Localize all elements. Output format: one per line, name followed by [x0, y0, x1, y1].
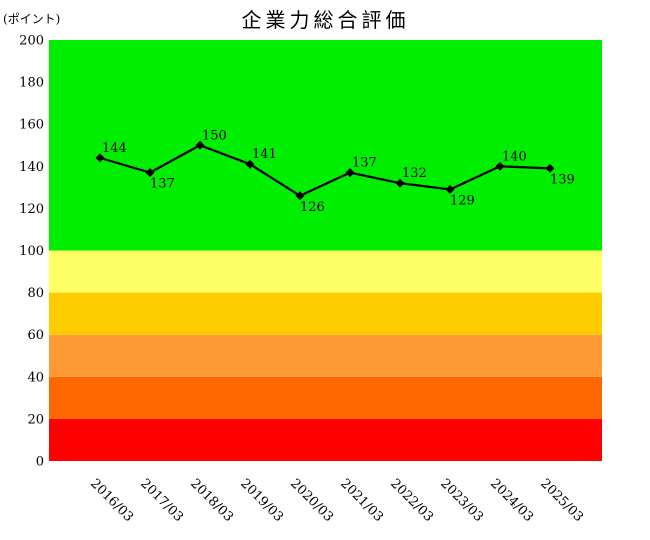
rating-band-100-200: [49, 40, 602, 251]
x-tick-label: 2025/03: [537, 476, 586, 525]
data-point-label: 129: [450, 193, 475, 208]
x-tick-label: 2023/03: [437, 476, 486, 525]
rating-band-60-80: [49, 292, 602, 335]
data-point-label: 137: [352, 156, 377, 171]
data-point-marker: [545, 163, 555, 173]
x-tick-label: 2021/03: [337, 476, 386, 525]
data-point-marker: [195, 140, 205, 150]
y-tick-label: 140: [19, 160, 44, 175]
data-point-marker: [445, 184, 455, 194]
y-tick-label: 200: [19, 34, 44, 49]
rating-band-80-100: [49, 250, 602, 293]
y-tick-label: 40: [27, 370, 44, 385]
rating-band-40-60: [49, 334, 602, 377]
y-tick-label: 60: [27, 328, 44, 343]
y-tick-label: 100: [19, 244, 44, 259]
data-point-label: 141: [252, 147, 277, 162]
line-series: [99, 144, 551, 197]
data-point-marker: [95, 153, 105, 163]
x-tick-label: 2016/03: [87, 476, 136, 525]
data-point-marker: [245, 159, 255, 169]
data-point-label: 144: [102, 141, 127, 156]
y-axis-unit-label: (ポイント): [3, 12, 61, 26]
x-tick-label: 2022/03: [387, 476, 436, 525]
x-tick-label: 2019/03: [237, 476, 286, 525]
y-tick-label: 80: [27, 286, 44, 301]
data-point-marker: [145, 168, 155, 178]
data-point-marker: [395, 178, 405, 188]
data-point-label: 150: [202, 128, 227, 143]
data-point-marker: [345, 168, 355, 178]
chart-title: 企業力総合評価: [241, 8, 410, 32]
x-tick-label: 2020/03: [287, 476, 336, 525]
data-point-marker: [495, 161, 505, 171]
y-tick-label: 0: [36, 455, 44, 470]
rating-band-0-20: [49, 418, 602, 461]
rating-band-20-40: [49, 376, 602, 419]
y-tick-label: 120: [19, 202, 44, 217]
y-tick-label: 180: [19, 76, 44, 91]
y-tick-label: 160: [19, 118, 44, 133]
x-tick-label: 2018/03: [187, 476, 236, 525]
data-point-label: 132: [402, 166, 427, 181]
data-point-label: 126: [300, 200, 325, 215]
y-tick-label: 20: [27, 412, 44, 427]
x-tick-label: 2024/03: [487, 476, 536, 525]
x-tick-label: 2017/03: [137, 476, 186, 525]
data-point-label: 140: [502, 149, 527, 164]
data-point-marker: [295, 191, 305, 201]
data-point-label: 139: [550, 172, 575, 187]
data-point-label: 137: [150, 177, 175, 192]
